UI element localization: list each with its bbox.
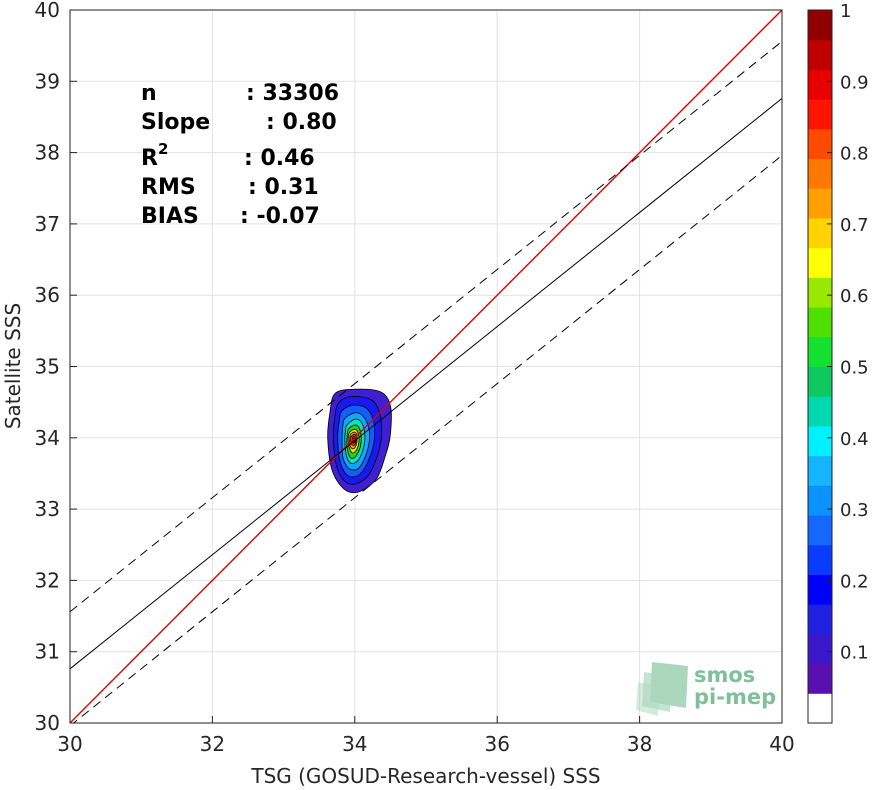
colorbar-segment [808,277,832,308]
y-tick-label: 37 [35,212,60,236]
colorbar-segment [808,188,832,219]
x-tick-label: 38 [627,732,652,756]
regression-line [70,98,782,670]
stat-value: : 33306 [246,81,339,106]
colorbar-segment [808,485,832,516]
y-tick-label: 31 [35,640,60,664]
colorbar-segment [808,544,832,575]
y-axis: 30 31 32 33 34 35 36 37 38 39 40 [35,0,77,735]
colorbar-segment [808,10,832,41]
stat-label: R2 [141,140,168,171]
grid [69,9,783,724]
y-tick-label: 36 [35,283,60,307]
colorbar-tick-label: 0.9 [840,72,869,93]
stat-value: : 0.46 [244,146,315,171]
x-tick-label: 30 [57,732,82,756]
colorbar-segment [808,366,832,397]
colorbar: 0.1 0.2 0.3 0.4 0.5 0.6 0.7 0.8 0.9 1 [807,1,869,724]
colorbar-segment [808,574,832,605]
y-tick-label: 32 [35,568,60,592]
colorbar-tick-label: 0.2 [840,571,869,592]
stat-label: Slope [141,110,210,135]
colorbar-segment [808,247,832,278]
stat-label: n [141,81,157,106]
one-to-one-line [70,10,782,723]
stats-box: n : 33306 Slope : 0.80 R2 : 0.46 RMS : 0.31 BIAS… [141,81,339,229]
y-tick-label: 33 [35,497,60,521]
x-tick-label: 34 [342,732,367,756]
colorbar-segment [808,693,832,724]
x-axis-label: TSG (GOSUD-Research-vessel) SSS [250,764,600,788]
colorbar-tick-label: 0.4 [840,429,869,450]
stat-label: BIAS [141,204,199,229]
colorbar-tick-label: 0.1 [840,643,869,664]
fit-lines [70,10,782,723]
stat-value: : 0.31 [248,175,319,200]
colorbar-segment [808,515,832,546]
watermark-line1: smos [694,663,755,687]
colorbar-tick-label: 0.8 [840,144,869,165]
y-tick-label: 34 [35,426,60,450]
x-axis: 30 32 34 36 38 40 [57,716,795,756]
colorbar-segment [808,217,832,249]
lower-bound-line [72,155,782,723]
colorbar-tick-label: 0.5 [840,358,869,379]
colorbar-segment [808,69,832,100]
y-tick-label: 40 [35,0,60,22]
watermark-logo-icon [636,662,688,716]
smos-pi-mep-watermark: smos pi-mep [636,662,776,716]
colorbar-segment [808,396,832,427]
x-tick-label: 36 [484,732,509,756]
y-tick-label: 35 [35,355,60,379]
colorbar-segment [808,128,832,160]
x-tick-label: 40 [769,732,794,756]
colorbar-segment [808,336,832,367]
colorbar-segment [808,663,832,694]
colorbar-segment [808,307,832,338]
colorbar-tick-label: 1 [840,1,851,22]
colorbar-tick-label: 0.3 [840,500,869,521]
colorbar-segment [808,99,832,130]
colorbar-segment [808,39,832,70]
colorbar-tick-label: 0.7 [840,215,869,236]
colorbar-segment [808,158,832,189]
y-axis-label: Satellite SSS [1,303,25,429]
colorbar-segment [808,633,832,665]
y-tick-label: 39 [35,69,60,93]
y-tick-label: 30 [35,711,60,735]
colorbar-segment [808,604,832,635]
colorbar-segment [808,425,832,457]
x-tick-label: 32 [200,732,225,756]
watermark-line2: pi-mep [694,685,776,709]
colorbar-segment [808,455,832,486]
y-tick-label: 38 [35,141,60,165]
density-contours [327,388,392,494]
stat-value: : -0.07 [240,204,320,229]
stat-label: RMS [141,175,196,200]
colorbar-tick-label: 0.6 [840,286,869,307]
upper-bound-line [70,40,782,613]
stat-value: : 0.80 [266,110,337,135]
